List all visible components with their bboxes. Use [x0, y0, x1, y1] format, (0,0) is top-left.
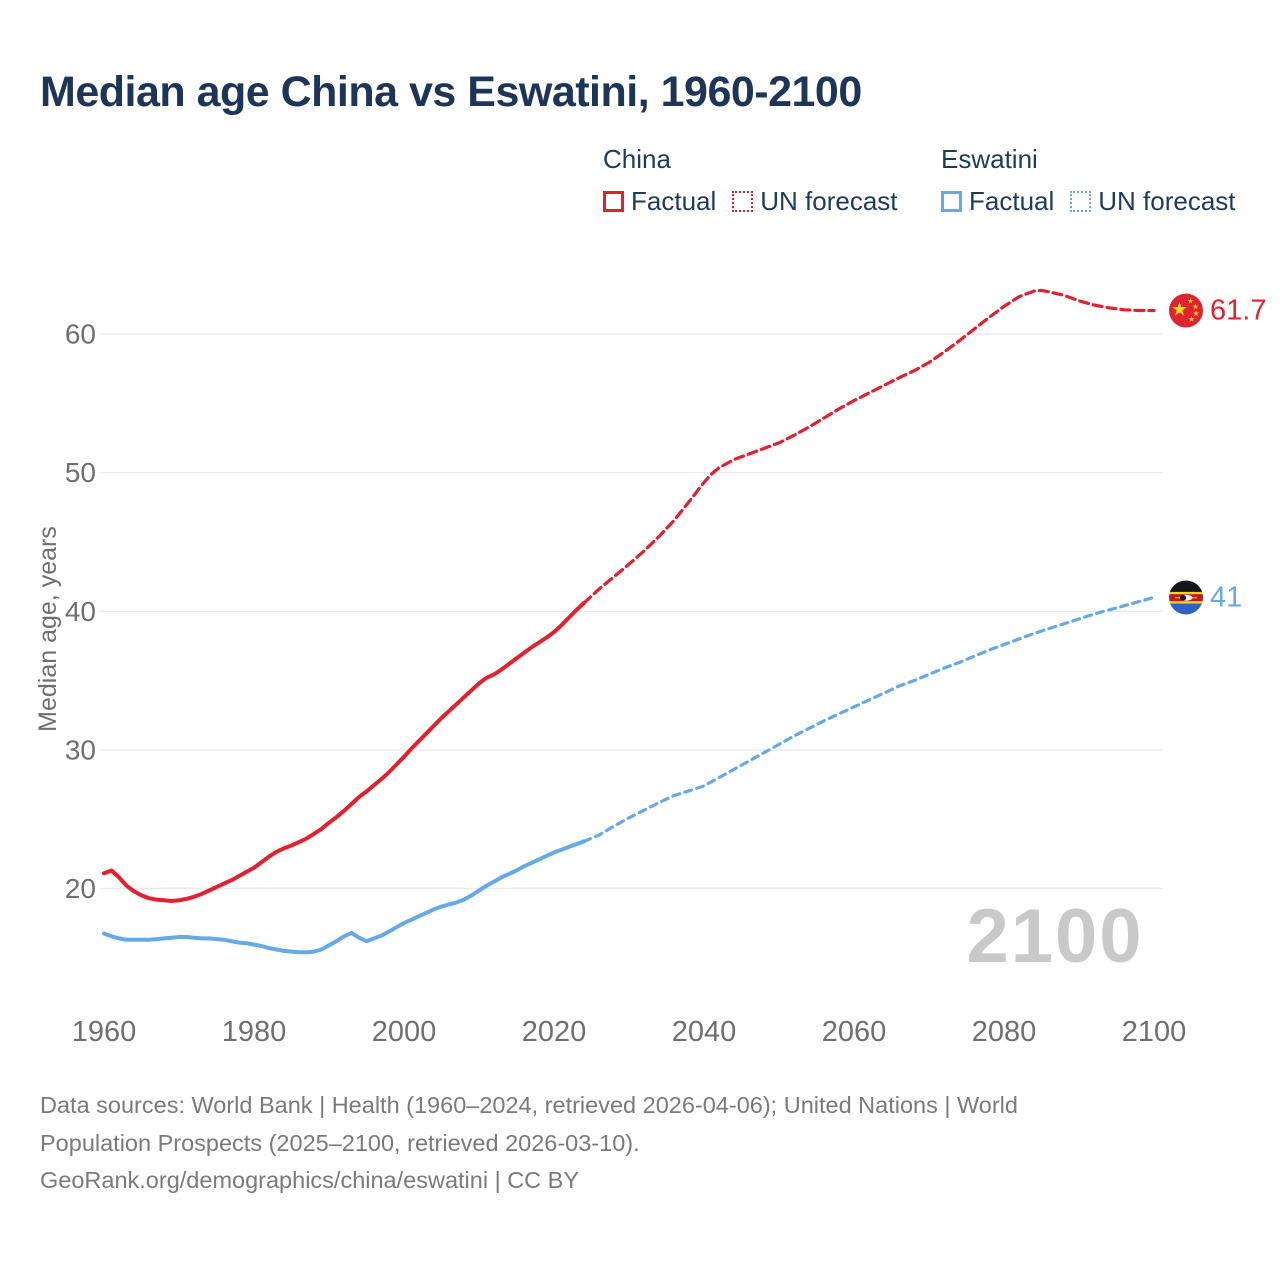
footer-line-1: Data sources: World Bank | Health (1960–… [40, 1092, 1018, 1118]
legend-row-china: Factual UN forecast [603, 186, 898, 217]
china-forecast-swatch-icon [732, 191, 754, 212]
series-china-forecast [582, 288, 1156, 605]
eswatini-forecast-label: UN forecast [1098, 186, 1236, 216]
x-tick-label: 2040 [672, 1016, 737, 1048]
china-flag-small-star: ★ [1193, 309, 1200, 318]
x-tick-label: 2020 [522, 1016, 587, 1048]
legend-group-eswatini: Eswatini Factual UN forecast [941, 144, 1236, 217]
footer-line-3: GeoRank.org/demographics/china/eswatini … [40, 1167, 580, 1193]
y-tick-label: 30 [65, 734, 96, 765]
eswatini-flag-icon [1169, 580, 1203, 615]
legend-header-eswatini: Eswatini [941, 144, 1038, 174]
china-flag-small-star: ★ [1192, 302, 1199, 311]
legend-group-china: China Factual UN forecast [603, 144, 898, 217]
legend-header-china: China [603, 144, 671, 174]
y-tick-label: 40 [65, 596, 96, 627]
y-tick-label: 60 [65, 319, 96, 350]
legend-row-eswatini: Factual UN forecast [941, 186, 1236, 217]
china-factual-swatch-icon [603, 191, 624, 212]
eswatini-factual-swatch-icon [941, 191, 962, 212]
end-value-label-china: 61.7 [1210, 295, 1266, 327]
eswatini-forecast-swatch-icon [1070, 191, 1092, 212]
china-flag-star: ★ [1171, 299, 1188, 321]
series-eswatini-factual [102, 839, 586, 955]
china-flag-icon [1169, 293, 1203, 328]
series-eswatini-forecast [582, 595, 1156, 843]
watermark-year: 2100 [966, 894, 1143, 979]
china-forecast-label: UN forecast [760, 186, 898, 216]
y-axis-title: Median age, years [34, 526, 62, 732]
y-tick-label: 50 [65, 457, 96, 488]
china-flag-small-star: ★ [1188, 315, 1195, 324]
x-tick-label: 2000 [372, 1016, 437, 1048]
china-flag-small-star: ★ [1187, 297, 1194, 306]
data-sources-footer: Data sources: World Bank | Health (1960–… [40, 1087, 1018, 1200]
x-tick-label: 2060 [822, 1016, 887, 1048]
end-value-label-eswatini: 41 [1210, 581, 1242, 613]
footer-line-2: Population Prospects (2025–2100, retriev… [40, 1129, 640, 1156]
x-tick-label: 1980 [222, 1016, 287, 1048]
page-title: Median age China vs Eswatini, 1960-2100 [40, 68, 862, 116]
x-tick-label: 2080 [972, 1016, 1037, 1048]
y-tick-label: 20 [65, 873, 96, 904]
x-tick-label: 2100 [1122, 1016, 1187, 1048]
series-china-factual [102, 601, 586, 903]
china-factual-label: Factual [631, 186, 717, 216]
x-tick-label: 1960 [72, 1016, 137, 1048]
eswatini-factual-label: Factual [969, 186, 1055, 216]
